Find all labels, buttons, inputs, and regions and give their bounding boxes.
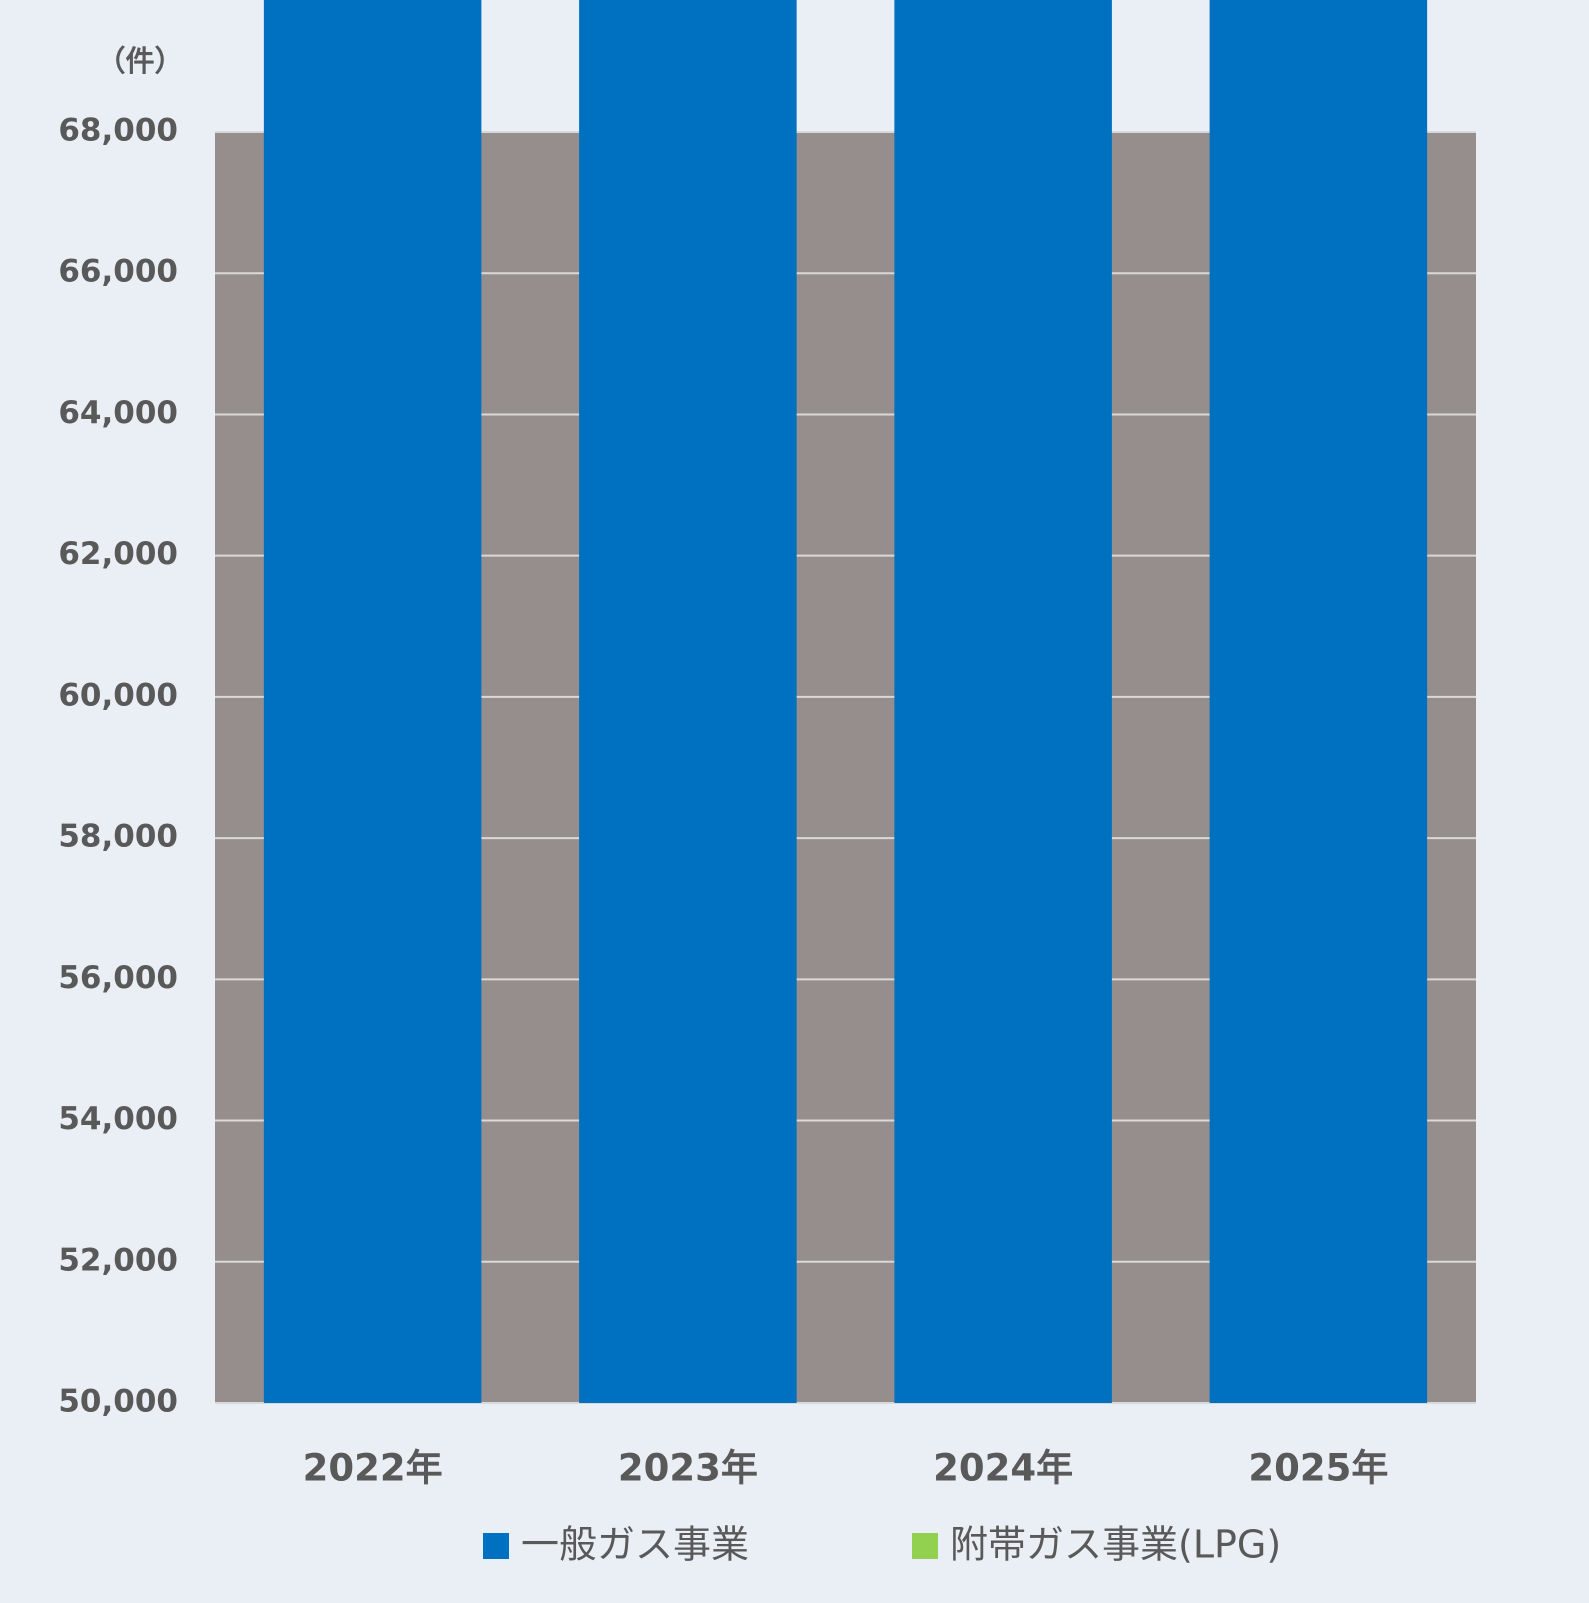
y-tick-label: 62,000 (58, 536, 178, 572)
bar-segment (894, 0, 1112, 1403)
x-tick-label: 2025年 (1248, 1447, 1388, 1490)
bar-segment (1209, 0, 1428, 1403)
x-tick-label: 2023年 (618, 1447, 758, 1490)
y-tick-label: 58,000 (58, 819, 178, 855)
legend-swatch (912, 1533, 938, 1559)
x-tick-label: 2022年 (303, 1447, 443, 1490)
legend-label: 附帯ガス事業(LPG) (950, 1523, 1281, 1567)
legend-label: 一般ガス事業 (521, 1523, 749, 1567)
bar-segment (579, 0, 797, 1403)
bar-segment (263, 0, 482, 1403)
legend-swatch (483, 1533, 509, 1559)
y-tick-label: 68,000 (58, 113, 178, 149)
y-tick-label: 56,000 (58, 960, 178, 996)
y-tick-label: 64,000 (58, 395, 178, 431)
y-tick-label: 50,000 (58, 1384, 178, 1420)
y-tick-label: 66,000 (58, 254, 178, 290)
y-tick-label: 60,000 (58, 677, 178, 713)
y-axis-unit: （件） (96, 44, 183, 78)
y-tick-label: 54,000 (58, 1101, 178, 1137)
y-tick-label: 52,000 (58, 1242, 178, 1278)
x-tick-label: 2024年 (933, 1447, 1073, 1490)
